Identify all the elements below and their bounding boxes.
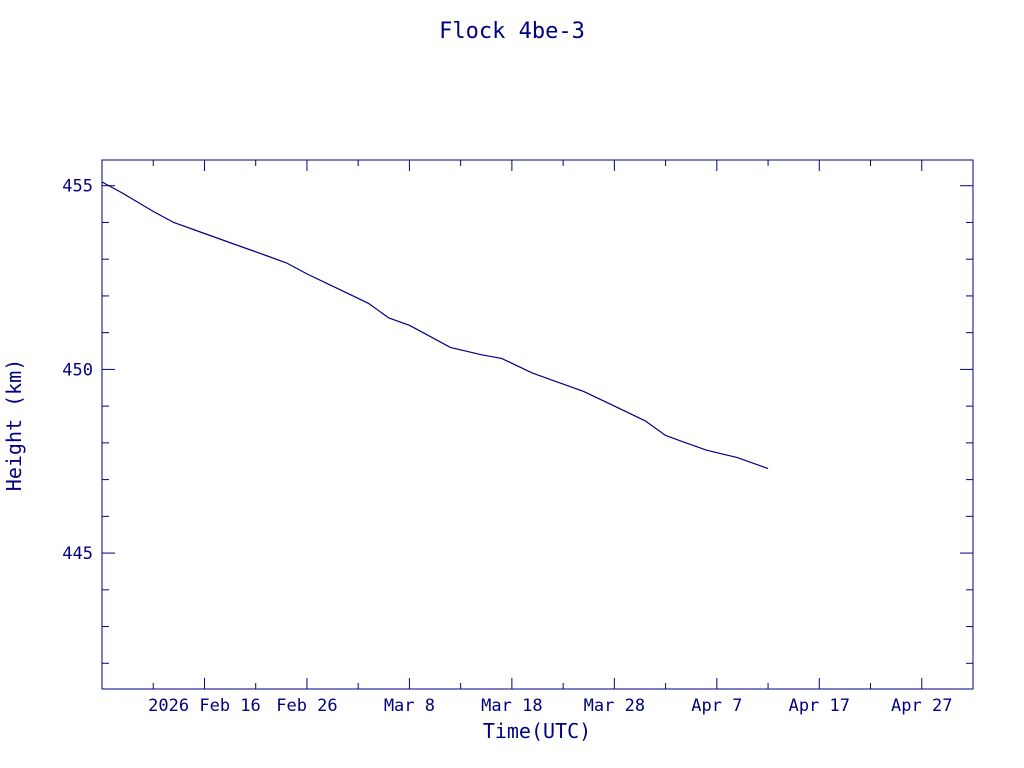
chart-title: Flock 4be-3 xyxy=(439,19,585,44)
x-tick-label: Apr 17 xyxy=(789,696,850,716)
y-tick-label: 445 xyxy=(62,544,93,564)
x-tick-label: Feb 26 xyxy=(276,696,337,716)
y-axis: 445 450 455 xyxy=(62,177,973,664)
x-tick-label: Apr 7 xyxy=(691,696,742,716)
series-line xyxy=(101,181,769,470)
x-axis-label: Time(UTC) xyxy=(483,719,591,743)
x-tick-label: Mar 28 xyxy=(584,696,645,716)
x-axis: 2026 Feb 16 Feb 26 Mar 8 Mar 18 Mar 28 Apr 7 A… xyxy=(101,160,974,716)
x-tick-label: Apr 27 xyxy=(891,696,952,716)
x-tick-label: Mar 8 xyxy=(384,696,435,716)
y-tick-label: 450 xyxy=(62,360,93,380)
x-tick-label: 2026 Feb 16 xyxy=(148,696,261,716)
y-tick-label: 455 xyxy=(62,177,93,197)
x-tick-label: Mar 18 xyxy=(481,696,542,716)
y-axis-label: Height (km) xyxy=(2,359,26,491)
plot-frame xyxy=(101,159,974,690)
